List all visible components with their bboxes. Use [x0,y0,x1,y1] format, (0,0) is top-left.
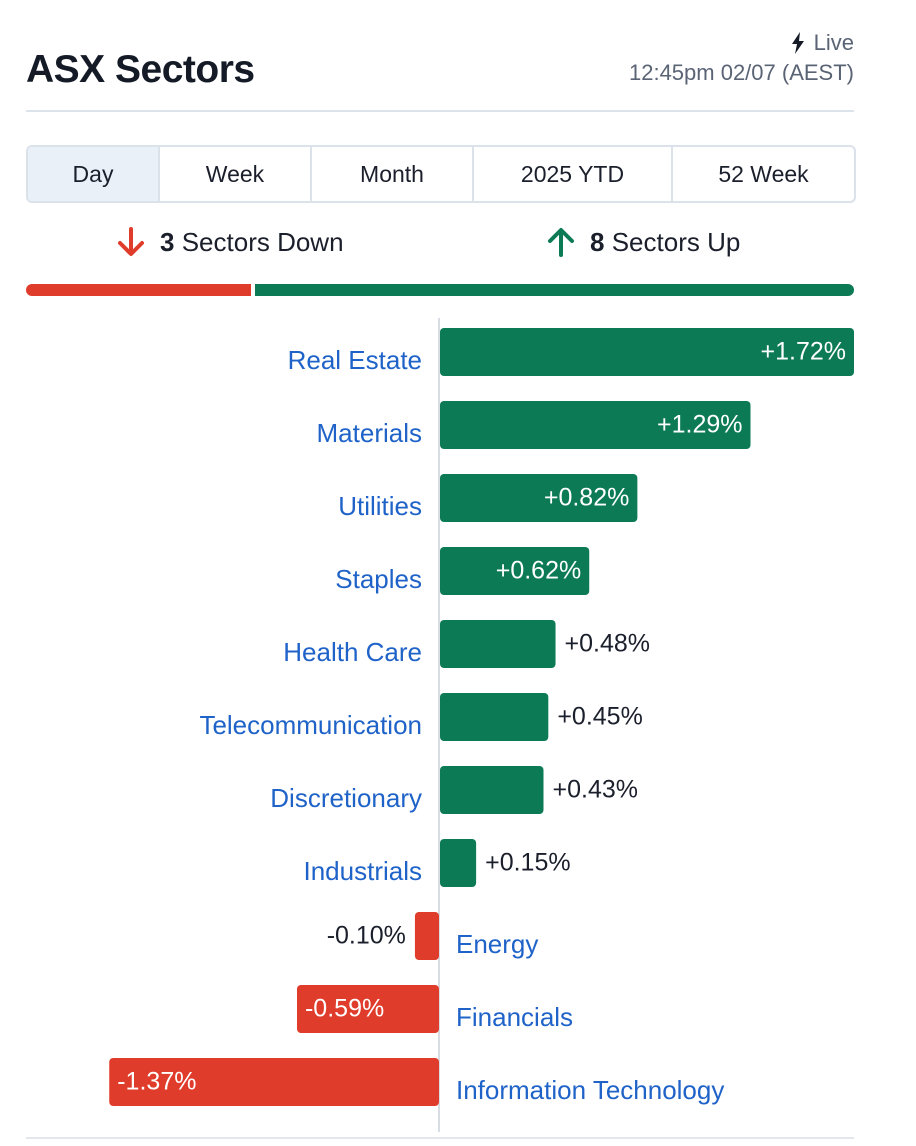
sector-summary: 3 Sectors Down 8 Sectors Up [26,226,854,276]
category-label[interactable]: Financials [456,1002,573,1032]
live-indicator: Live [790,30,854,56]
arrow-down-icon [118,227,144,256]
tab-month[interactable]: Month [312,147,474,201]
timestamp: 12:45pm 02/07 (AEST) [628,60,854,85]
category-label[interactable]: Real Estate [288,345,422,375]
header-divider [26,110,854,112]
category-label[interactable]: Materials [317,418,422,448]
period-tabs: Day Week Month 2025 YTD 52 Week [26,145,856,203]
value-label: +1.29% [657,411,743,439]
value-label: +0.45% [557,703,643,731]
arrow-up-icon [548,228,574,257]
bar-telecommunication[interactable] [440,693,549,741]
sectors-down-count: 3 [160,226,175,257]
sectors-down-label: Sectors Down [181,226,344,257]
value-label: -0.10% [327,922,406,950]
sectors-up-label: Sectors Up [611,226,741,257]
value-label: -0.59% [305,995,384,1023]
tab-day[interactable]: Day [28,147,160,201]
up-down-ratio-bar [26,284,854,296]
value-label: +0.82% [544,484,630,512]
bar-health-care[interactable] [440,620,556,668]
sectors-up-summary: 8 Sectors Up [546,226,740,258]
bar-staples[interactable] [440,547,590,595]
category-label[interactable]: Energy [456,929,538,959]
category-label[interactable]: Industrials [304,856,423,886]
bar-information-technology[interactable] [109,1058,439,1106]
category-label[interactable]: Staples [335,564,422,594]
value-label: +0.48% [565,630,651,658]
bar-real-estate[interactable] [440,328,855,376]
ratio-bar-down [26,284,251,296]
value-label: -1.37% [117,1068,196,1096]
bar-discretionary[interactable] [440,766,544,814]
bottom-divider [26,1137,854,1139]
bar-industrials[interactable] [440,839,477,887]
bar-utilities[interactable] [440,474,638,522]
category-label[interactable]: Discretionary [270,783,422,813]
sector-bar-chart: Real Estate +1.72% Materials +1.29% Utilitie… [109,318,855,1132]
value-label: +0.15% [485,849,570,877]
page-title: ASX Sectors [26,48,255,91]
sectors-up-count: 8 [590,226,605,257]
header: ASX Sectors Live 12:45pm 02/07 (AEST) [26,30,854,110]
sectors-down-summary: 3 Sectors Down [116,226,344,258]
ratio-bar-up [255,284,854,296]
tab-week[interactable]: Week [160,147,312,201]
value-label: +1.72% [761,338,847,366]
tab-2025-ytd[interactable]: 2025 YTD [474,147,673,201]
category-label[interactable]: Information Technology [456,1075,724,1105]
category-label[interactable]: Utilities [338,491,422,521]
lightning-bolt-icon [791,32,804,54]
bar-energy[interactable] [414,912,439,960]
tab-52-week[interactable]: 52 Week [718,160,809,187]
value-label: +0.43% [553,776,639,804]
category-label[interactable]: Telecommunication [199,710,422,740]
value-label: +0.62% [496,557,582,585]
bar-materials[interactable] [440,401,751,449]
bar-financials[interactable] [296,985,439,1033]
live-label: Live [813,30,854,55]
category-label[interactable]: Health Care [283,637,422,667]
